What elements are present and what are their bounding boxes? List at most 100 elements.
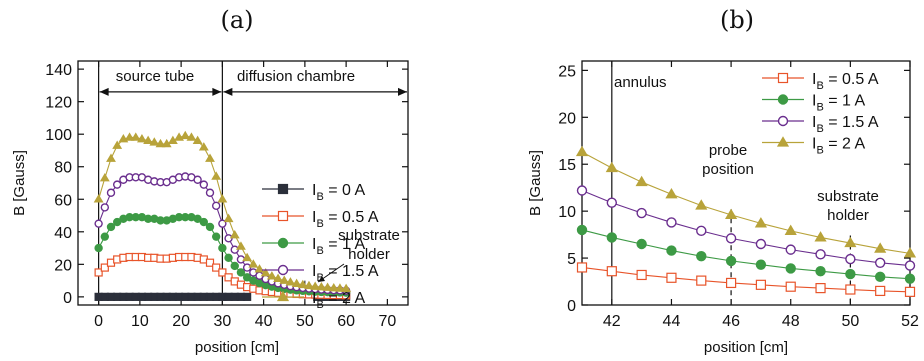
y-tick-label: 60 xyxy=(54,192,72,209)
legend-a: IB = 0 A IB = 0.5 A IB = 1 A IB = 1.5 A IB =… xyxy=(262,182,379,311)
data-point xyxy=(236,241,246,250)
legend-label: IB = 2 A xyxy=(312,290,365,311)
data-point xyxy=(844,236,857,248)
data-point xyxy=(576,185,588,196)
y-axis-label-a: B [Gauss] xyxy=(11,150,28,216)
data-point xyxy=(335,283,345,292)
data-point xyxy=(93,194,104,203)
data-point xyxy=(755,279,767,290)
data-point xyxy=(137,133,147,143)
holder-label-a: holder xyxy=(348,246,390,263)
data-point xyxy=(260,268,271,277)
legend-marker xyxy=(276,290,290,302)
diffusion-chambre-arrow-head-right xyxy=(398,87,407,96)
y-tick-label: 0 xyxy=(63,290,72,307)
x-axis-label-b: position [cm] xyxy=(704,339,788,356)
plot-frame-b xyxy=(581,60,911,306)
data-point xyxy=(285,277,296,286)
x-tick-label: 0 xyxy=(94,313,103,330)
data-point xyxy=(696,275,707,286)
y-tick-label: 80 xyxy=(54,160,72,177)
legend-marker xyxy=(776,136,790,147)
y-tick-label: 100 xyxy=(45,127,72,144)
x-tick-label: 30 xyxy=(213,313,231,330)
data-point xyxy=(279,275,290,284)
data-point xyxy=(904,260,916,271)
legend-marker xyxy=(777,72,789,84)
data-point xyxy=(724,208,738,219)
legend-label: IB = 2 A xyxy=(812,136,865,157)
plot-frame-a xyxy=(77,60,409,306)
data-point xyxy=(725,233,737,244)
substrate-label-b: substrate xyxy=(817,188,879,205)
data-point xyxy=(242,252,253,262)
data-point xyxy=(100,263,109,272)
data-point xyxy=(100,203,110,212)
data-point xyxy=(815,249,826,260)
panel-label-b: (b) xyxy=(720,6,754,34)
data-point xyxy=(636,238,647,250)
data-point xyxy=(665,187,678,199)
data-point xyxy=(696,225,707,237)
data-point xyxy=(576,224,588,236)
legend-marker xyxy=(277,210,289,222)
data-point xyxy=(576,262,588,273)
x-axis-a: 0 10 20 30 40 50 60 70 xyxy=(94,61,396,330)
legend-marker xyxy=(277,264,289,276)
data-point xyxy=(106,188,116,197)
data-point xyxy=(100,232,110,241)
legend-item: IB = 1 A xyxy=(762,93,865,114)
data-point xyxy=(218,268,227,277)
x-tick-label: 46 xyxy=(722,313,740,330)
x-tick-label: 48 xyxy=(782,313,800,330)
data-point xyxy=(211,171,222,180)
data-point xyxy=(605,161,618,173)
data-point xyxy=(291,278,302,287)
data-point xyxy=(180,130,191,140)
y-tick-label: 40 xyxy=(54,225,72,242)
data-point xyxy=(635,175,648,187)
data-point xyxy=(218,243,227,253)
data-point xyxy=(845,268,856,280)
data-point xyxy=(755,238,767,250)
data-point xyxy=(784,224,797,235)
data-point xyxy=(696,251,707,262)
data-point xyxy=(94,219,103,228)
data-point xyxy=(755,259,767,270)
legend-marker xyxy=(277,183,289,195)
data-point xyxy=(875,285,886,297)
legend-label: IB = 1.5 A xyxy=(312,263,379,284)
position-label: position xyxy=(702,161,754,178)
data-point xyxy=(243,292,252,301)
data-point xyxy=(124,132,135,141)
data-point xyxy=(205,153,215,162)
data-point xyxy=(199,180,209,189)
data-point xyxy=(304,280,314,290)
data-point xyxy=(205,188,215,197)
data-point xyxy=(94,268,103,277)
data-point xyxy=(199,217,209,227)
data-point xyxy=(254,264,265,273)
data-point xyxy=(636,269,647,281)
data-point xyxy=(198,142,209,151)
x-tick-label: 70 xyxy=(378,313,396,330)
data-point xyxy=(223,213,234,223)
x-axis-label-a: position [cm] xyxy=(195,339,279,356)
data-point xyxy=(205,222,215,232)
data-point xyxy=(106,222,116,232)
data-point xyxy=(242,273,252,282)
legend-item: IB = 0 A xyxy=(262,182,365,203)
data-point xyxy=(666,272,677,283)
chart-panel-a: (a) 0 20 40 60 80 100 120 140 0 10 20 30 40 50 60 70 s… xyxy=(11,6,409,356)
data-point xyxy=(112,140,123,149)
data-point xyxy=(606,197,618,208)
source-tube-arrow-head-right xyxy=(212,87,222,96)
data-series-a xyxy=(93,130,352,301)
data-point xyxy=(94,243,103,253)
data-point xyxy=(106,153,116,162)
data-point xyxy=(322,282,333,291)
data-point xyxy=(112,180,122,189)
data-point xyxy=(224,253,233,263)
data-point xyxy=(785,281,796,292)
